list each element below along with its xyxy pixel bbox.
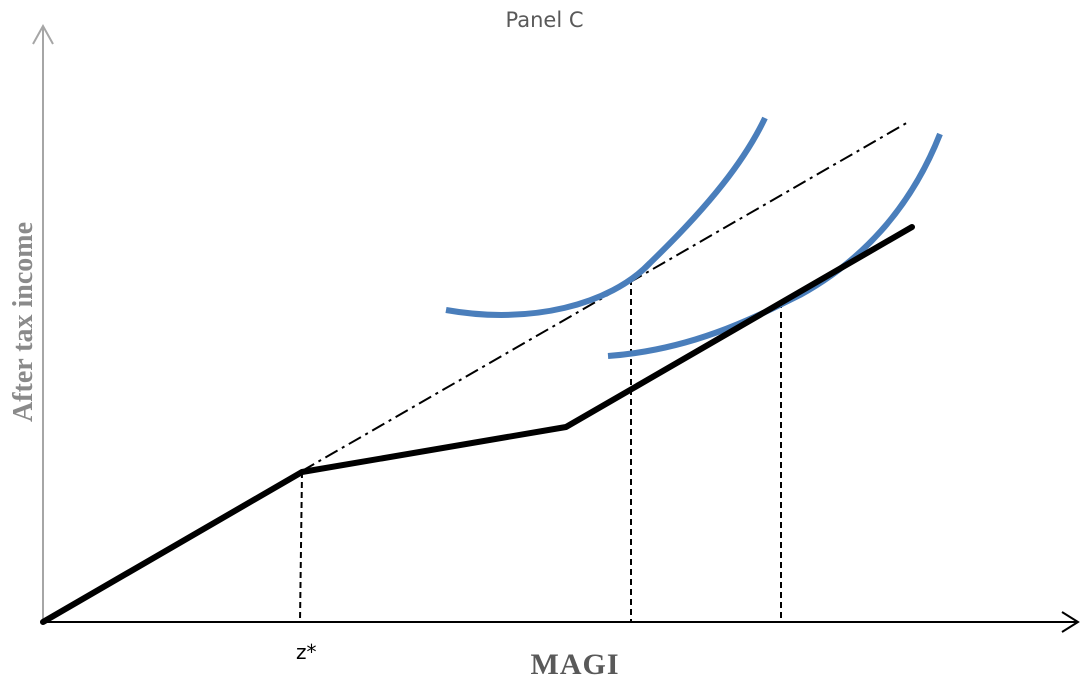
indifference-curve-upper	[445, 116, 768, 318]
indifference-curve-lower	[607, 132, 943, 359]
x-axis-arrowhead	[1061, 611, 1080, 633]
counterfactual-budget-line	[301, 120, 911, 472]
budget-constraint	[40, 224, 915, 625]
y-axis-label: After tax income	[8, 221, 39, 423]
drop-line-kink	[299, 471, 303, 623]
x-axis-label: MAGI	[530, 648, 620, 681]
panel-title: Panel C	[505, 8, 584, 32]
y-axis-arrowhead	[32, 23, 54, 45]
kink-point-label: z*	[296, 640, 317, 664]
